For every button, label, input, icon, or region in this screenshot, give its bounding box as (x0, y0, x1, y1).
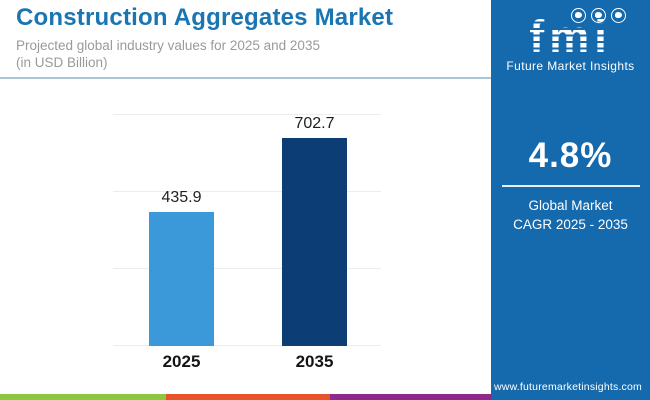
header: Construction Aggregates Market Projected… (16, 4, 486, 71)
subtitle-line-1: Projected global industry values for 202… (16, 38, 320, 53)
cagr-value: 4.8% (528, 136, 613, 175)
bar-value-label-2035: 702.7 (294, 115, 335, 132)
bar-group-2025: 435.9 (149, 115, 214, 346)
subtitle-line-2: (in USD Billion) (16, 55, 108, 70)
globe-icon (611, 8, 626, 23)
page-title: Construction Aggregates Market (16, 4, 394, 31)
stripe-orange (166, 394, 330, 400)
fmi-logo: fmi Future Market Insights (491, 6, 650, 73)
page-subtitle: Projected global industry values for 202… (16, 37, 486, 71)
cagr-label: Global Market CAGR 2025 - 2035 (491, 196, 650, 234)
gridline (113, 268, 381, 270)
logo-globe-icons (491, 6, 650, 23)
stripe-green (0, 394, 166, 400)
x-axis-label-2025: 2025 (162, 352, 201, 371)
logo-wordmark: fmi (491, 14, 650, 59)
bar-2035 (282, 138, 347, 346)
footer-stripe (0, 394, 491, 400)
gridline (113, 345, 381, 346)
compass-globe-icon (591, 8, 606, 23)
website-link[interactable]: www.futuremarketinsights.com (494, 381, 642, 393)
x-axis-label-2035: 2035 (295, 352, 334, 371)
gridline (113, 114, 381, 115)
plot-area: 435.9 702.7 (113, 114, 381, 346)
sidebar-panel: fmi Future Market Insights 4.8% Global M… (491, 0, 650, 400)
cagr-label-line-2: CAGR 2025 - 2035 (513, 216, 628, 232)
bar-value-label-2025: 435.9 (161, 188, 202, 206)
header-divider (0, 77, 491, 79)
map-globe-icon (571, 8, 586, 23)
bar-2025 (149, 211, 214, 346)
gridline (113, 191, 381, 193)
cagr-stat: 4.8% Global Market CAGR 2025 - 2035 (491, 136, 650, 234)
logo-caption: Future Market Insights (506, 59, 635, 73)
cagr-label-line-1: Global Market (528, 197, 613, 213)
stripe-purple (330, 394, 491, 400)
bar-group-2035: 702.7 (282, 115, 347, 346)
stat-divider (501, 185, 640, 187)
